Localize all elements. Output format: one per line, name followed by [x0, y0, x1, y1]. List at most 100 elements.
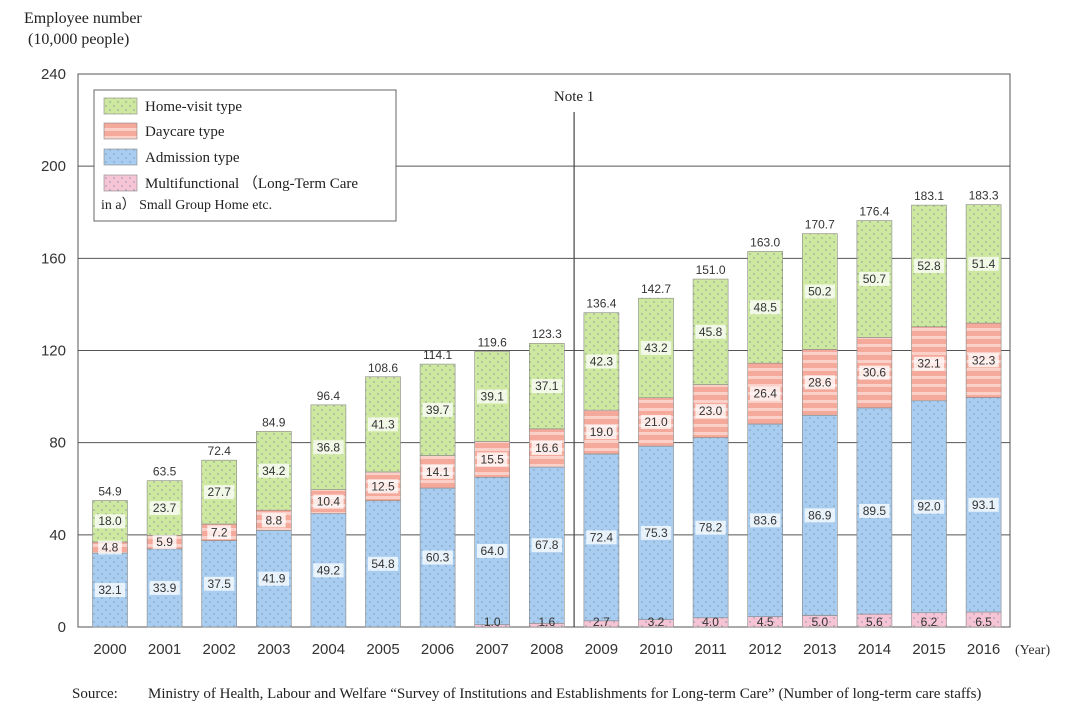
x-tick-label: 2002 — [203, 641, 236, 658]
data-label: 60.3 — [426, 551, 450, 565]
data-label: 45.8 — [699, 325, 723, 339]
data-label-bg — [422, 464, 453, 479]
data-label-bg — [422, 550, 453, 565]
x-tick-label: 2006 — [421, 641, 454, 658]
total-label: 183.1 — [914, 189, 944, 203]
y-tick-label: 0 — [58, 619, 66, 636]
data-label-bg — [477, 543, 508, 558]
data-label-bg — [913, 356, 945, 371]
data-label-bg — [859, 365, 890, 380]
total-label: 142.7 — [641, 282, 671, 296]
total-label: 114.1 — [423, 348, 452, 362]
x-tick-label: 2003 — [257, 641, 290, 658]
total-label: 108.6 — [368, 361, 398, 375]
data-label-bg — [149, 580, 180, 595]
data-label: 15.5 — [481, 452, 505, 466]
data-label-bg — [695, 404, 726, 419]
data-label: 19.0 — [590, 425, 614, 439]
data-label-bg — [640, 340, 672, 355]
y-tick-label: 240 — [41, 66, 66, 83]
data-label-bg — [640, 414, 672, 429]
y-tick-label: 80 — [49, 435, 66, 452]
data-label-bg — [367, 556, 399, 571]
data-label: 32.1 — [917, 357, 941, 371]
data-label-bg — [531, 379, 562, 394]
data-label: 10.4 — [317, 495, 341, 509]
note-label: Note 1 — [554, 89, 594, 105]
data-label-bg — [531, 440, 562, 455]
data-label: 1.6 — [538, 615, 555, 629]
source-note: Source: Ministry of Health, Labour and We… — [72, 684, 1082, 716]
data-label-bg — [94, 514, 126, 529]
data-label-bg — [913, 499, 945, 514]
x-axis-unit: (Year) — [1015, 643, 1050, 658]
total-label: 54.9 — [98, 485, 122, 499]
data-label: 5.0 — [811, 615, 828, 629]
data-label-bg — [586, 530, 617, 545]
x-tick-label: 2008 — [530, 641, 563, 658]
data-label-bg — [149, 500, 180, 515]
data-label-bg — [586, 354, 617, 369]
total-label: 63.5 — [153, 465, 177, 479]
x-tick-label: 2013 — [803, 641, 836, 658]
data-label-bg — [152, 535, 177, 550]
data-label: 75.3 — [644, 526, 668, 540]
x-tick-label: 2016 — [967, 641, 1000, 658]
data-label-bg — [422, 402, 453, 417]
data-label-bg — [695, 324, 726, 339]
total-label: 72.4 — [208, 444, 232, 458]
data-label-bg — [98, 540, 122, 555]
data-label-bg — [750, 513, 781, 528]
legend-label: Home-visit type — [145, 99, 242, 115]
data-label-bg — [531, 538, 562, 553]
data-label: 1.0 — [484, 615, 501, 629]
x-tick-label: 2005 — [366, 641, 399, 658]
data-label: 6.2 — [921, 615, 938, 629]
legend-label: in a） Small Group Home etc. — [101, 197, 272, 213]
total-label: 163.0 — [750, 235, 780, 249]
data-label: 28.6 — [808, 375, 832, 389]
data-label-bg — [313, 440, 344, 455]
data-label: 32.1 — [98, 583, 122, 597]
data-label: 43.2 — [644, 341, 668, 355]
x-tick-label: 2000 — [93, 641, 126, 658]
data-label: 49.2 — [317, 563, 341, 577]
data-label-bg — [367, 479, 399, 494]
data-label: 92.0 — [917, 500, 941, 514]
data-label: 4.5 — [757, 615, 774, 629]
legend-swatch — [103, 148, 138, 166]
data-label: 48.5 — [754, 300, 778, 314]
data-label: 39.1 — [481, 389, 505, 403]
legend-label: Daycare type — [145, 124, 225, 140]
legend-box — [93, 89, 397, 222]
data-label-bg — [859, 271, 890, 286]
y-axis-title-line1: Employee number — [24, 10, 142, 27]
data-label: 12.5 — [371, 479, 395, 493]
x-tick-label: 2014 — [858, 641, 891, 658]
data-label: 50.7 — [863, 272, 887, 286]
data-label: 3.2 — [648, 615, 665, 629]
data-label: 64.0 — [481, 544, 505, 558]
data-label-bg — [750, 300, 781, 315]
data-label: 30.6 — [863, 366, 887, 380]
data-label: 23.7 — [153, 501, 177, 515]
data-label: 39.7 — [426, 403, 450, 417]
data-label: 6.5 — [975, 615, 992, 629]
y-axis-title-line2: (10,000 people) — [28, 31, 130, 48]
data-label-bg — [94, 583, 126, 598]
data-label: 41.9 — [262, 572, 286, 586]
data-label: 5.9 — [156, 535, 173, 549]
x-tick-label: 2001 — [148, 641, 181, 658]
data-label-bg — [204, 485, 235, 500]
total-label: 123.3 — [532, 327, 562, 341]
data-label: 54.8 — [371, 557, 395, 571]
total-label: 183.3 — [969, 189, 999, 203]
data-label: 21.0 — [644, 415, 668, 429]
data-label: 4.8 — [102, 541, 119, 555]
data-label: 33.9 — [153, 581, 177, 595]
y-axis-title: Employee number (10,000 people) — [24, 8, 142, 50]
data-label-bg — [477, 452, 508, 467]
total-label: 119.6 — [478, 335, 507, 349]
total-label: 151.0 — [696, 263, 726, 277]
data-label: 83.6 — [754, 513, 778, 527]
